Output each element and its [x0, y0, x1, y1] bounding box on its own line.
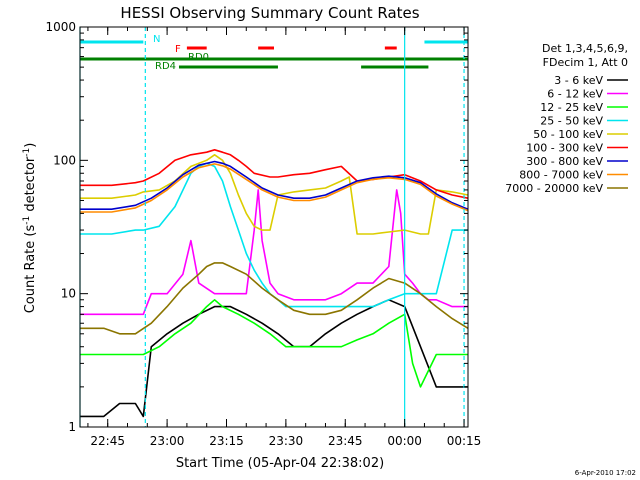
chart-title: HESSI Observing Summary Count Rates: [120, 4, 419, 22]
series-line: [80, 298, 468, 418]
flag-bars: N F RD0 RD4: [80, 34, 468, 72]
legend-label: 6 - 12 keV: [547, 88, 603, 101]
y-tick-label: 1000: [45, 20, 76, 34]
y-tick-label: 1: [68, 420, 76, 434]
plot-series: [80, 149, 469, 418]
x-tick-label: 23:00: [150, 434, 185, 448]
generation-timestamp: 6-Apr-2010 17:02: [575, 469, 636, 477]
legend-label: 3 - 6 keV: [554, 74, 603, 87]
x-tick-label: 00:00: [387, 434, 422, 448]
series-line: [80, 149, 469, 199]
y-axis-label-sup1: -1: [22, 216, 32, 225]
series-line: [80, 189, 468, 316]
x-axis: 22:45 23:00 23:15 23:30 23:45 00:00 00:15: [87, 27, 482, 448]
flag-label: F: [175, 44, 181, 55]
series-line: [80, 162, 468, 308]
y-axis-label-part3: ): [23, 143, 38, 148]
y-tick-label: 100: [53, 153, 76, 167]
legend-label: 12 - 25 keV: [540, 101, 603, 114]
y-tick-label: 10: [61, 287, 76, 301]
y-axis-label-sup2: -1: [22, 148, 32, 157]
series-line: [80, 262, 469, 335]
y-axis-label-part2: detector: [23, 156, 38, 216]
y-axis-label-part1: Count Rate (s: [23, 225, 38, 314]
y-axis-label: Count Rate (s-1 detector-1): [22, 143, 38, 314]
night-boundary-lines: [79, 27, 465, 427]
plot-frame: [79, 26, 469, 428]
x-tick-label: 23:30: [269, 434, 304, 448]
legend-label: 800 - 7000 keV: [519, 169, 603, 182]
flag-label: RD0: [188, 52, 209, 63]
legend-label: 25 - 50 keV: [540, 115, 603, 128]
legend-label: 300 - 800 keV: [526, 155, 603, 168]
x-tick-label: 23:45: [328, 434, 363, 448]
legend-label: 50 - 100 keV: [533, 128, 603, 141]
flag-label: RD4: [155, 61, 176, 72]
series-line: [80, 154, 469, 235]
y-axis: 1 10 100 1000: [45, 20, 468, 434]
series-line: [80, 160, 469, 210]
legend-header-line1: Det 1,3,4,5,6,9,: [542, 42, 628, 55]
x-tick-label: 23:15: [209, 434, 244, 448]
x-tick-label: 22:45: [90, 434, 125, 448]
x-tick-label: 00:15: [447, 434, 482, 448]
x-axis-label: Start Time (05-Apr-04 22:38:02): [176, 456, 384, 471]
legend-header-line2: FDecim 1, Att 0: [543, 56, 628, 69]
flag-label: N: [153, 34, 160, 45]
legend: Det 1,3,4,5,6,9, FDecim 1, Att 0 3 - 6 k…: [505, 42, 628, 195]
legend-label: 100 - 300 keV: [526, 142, 603, 155]
series-line: [80, 298, 468, 388]
legend-label: 7000 - 20000 keV: [505, 182, 603, 195]
